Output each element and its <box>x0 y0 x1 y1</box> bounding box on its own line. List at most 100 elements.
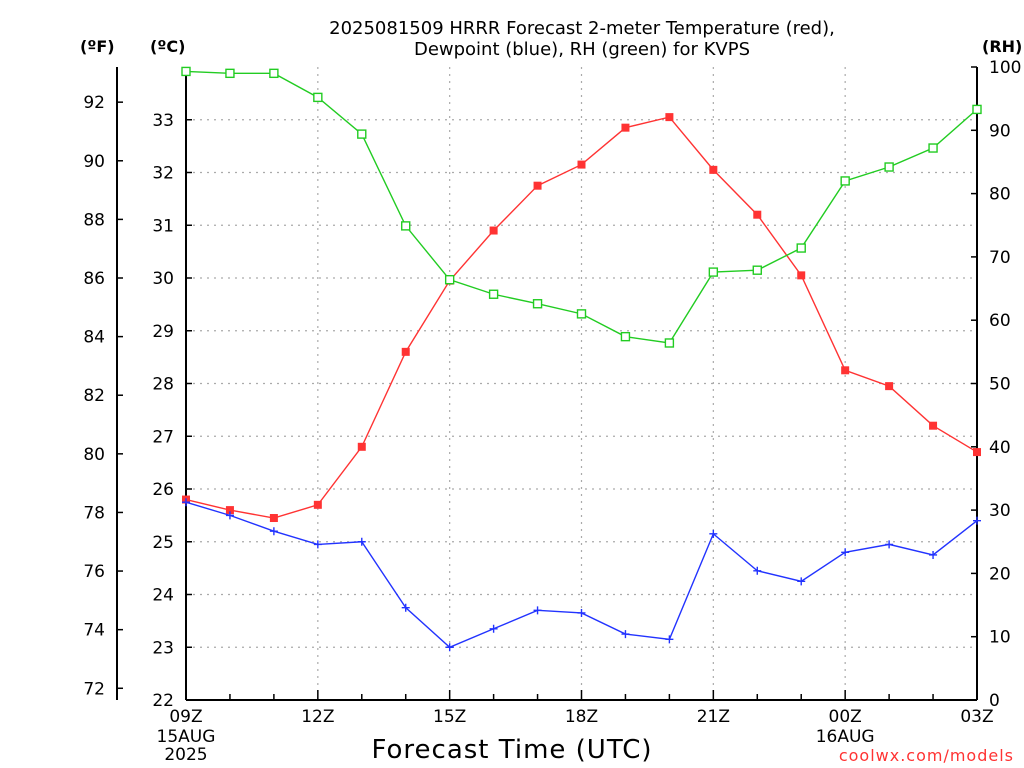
fahrenheit-tick-label: 82 <box>83 386 105 406</box>
temperature-point <box>489 226 498 235</box>
x-tick-label: 15Z <box>433 707 466 727</box>
chart-title: 2025081509 HRRR Forecast 2-meter Tempera… <box>329 18 835 60</box>
grid <box>186 67 977 700</box>
rh-point <box>313 92 323 103</box>
x-axis-title: Forecast Time (UTC) <box>371 735 652 765</box>
temperature-point <box>885 382 894 391</box>
temperature-point <box>225 506 234 515</box>
rh-point <box>488 289 499 299</box>
rh-point <box>620 331 631 342</box>
celsius-tick-label: 28 <box>152 375 174 395</box>
rh-point <box>181 66 191 77</box>
temperature-point <box>753 210 762 219</box>
dewpoint-point <box>357 537 366 546</box>
temperature-point <box>665 113 674 122</box>
x-date-label: 16AUG <box>816 727 875 747</box>
rh-point <box>532 299 543 309</box>
fahrenheit-unit-label: (ºF) <box>80 37 115 56</box>
x-tick-label: 21Z <box>697 707 730 727</box>
rh-point <box>752 265 762 275</box>
rh-point <box>269 68 279 79</box>
dewpoint-point <box>841 548 850 557</box>
temperature-point <box>973 448 981 457</box>
x-date-label: 2025 <box>164 745 207 765</box>
celsius-tick-label: 23 <box>152 638 174 658</box>
temperature-point <box>577 160 586 169</box>
dewpoint-point <box>269 527 278 536</box>
dewpoint-point <box>753 566 762 575</box>
dewpoint-point <box>885 540 894 549</box>
celsius-unit-label: (ºC) <box>150 37 185 56</box>
fahrenheit-tick-label: 76 <box>83 562 105 582</box>
temperature-point <box>841 366 850 375</box>
credit-text: coolwx.com/models <box>839 746 1014 765</box>
dewpoint-point <box>665 635 674 644</box>
fahrenheit-tick-label: 72 <box>83 679 105 699</box>
fahrenheit-tick-label: 84 <box>83 328 105 348</box>
rh-tick-label: 90 <box>989 121 1011 141</box>
rh-point <box>225 68 235 79</box>
fahrenheit-tick-label: 74 <box>83 621 105 641</box>
fahrenheit-tick-label: 78 <box>83 503 105 523</box>
fahrenheit-tick-label: 92 <box>83 93 105 113</box>
title-line-2: Dewpoint (blue), RH (green) for KVPS <box>414 39 750 60</box>
temperature-point <box>929 421 938 430</box>
dewpoint-point <box>929 550 938 559</box>
rh-point <box>576 309 587 319</box>
temperature-point <box>357 442 366 451</box>
celsius-tick-label: 25 <box>152 533 174 553</box>
rh-point <box>972 104 982 115</box>
rh-point <box>664 338 675 348</box>
rh-tick-label: 80 <box>989 185 1011 205</box>
celsius-tick-label: 24 <box>152 586 174 606</box>
fahrenheit-tick-label: 88 <box>83 210 105 230</box>
dewpoint-point <box>533 606 542 615</box>
rh-point <box>357 129 367 139</box>
rh-tick-label: 0 <box>989 691 1000 711</box>
dewpoint-point <box>797 577 806 586</box>
rh-point <box>884 162 894 172</box>
rh-unit-label: (RH) <box>982 37 1022 56</box>
dewpoint-point <box>489 624 498 633</box>
dewpoint-point <box>973 516 981 525</box>
celsius-tick-label: 29 <box>152 322 174 342</box>
series <box>181 66 982 652</box>
fahrenheit-tick-label: 90 <box>83 152 105 172</box>
rh-tick-label: 50 <box>989 375 1011 395</box>
rh-tick-label: 30 <box>989 501 1011 521</box>
x-tick-label: 18Z <box>565 707 598 727</box>
celsius-tick-label: 33 <box>152 111 174 131</box>
temperature-point <box>797 271 806 280</box>
dewpoint-point <box>709 529 718 538</box>
celsius-tick-label: 22 <box>152 691 174 711</box>
tick-labels: 22 23 24 25 26 27 28 29 30 31 32 33 72 74 76 78 80 82 84 86… <box>83 58 1021 765</box>
temperature-point <box>709 165 718 174</box>
rh-tick-label: 20 <box>989 564 1011 584</box>
celsius-tick-label: 30 <box>152 269 174 289</box>
temperature-point <box>621 123 630 132</box>
rh-point <box>796 243 806 253</box>
rh-point <box>401 221 411 231</box>
rh-tick-label: 70 <box>989 248 1011 268</box>
fahrenheit-tick-label: 86 <box>83 269 105 289</box>
title-line-1: 2025081509 HRRR Forecast 2-meter Tempera… <box>329 18 835 39</box>
rh-tick-label: 60 <box>989 311 1011 331</box>
dewpoint-point <box>225 511 234 520</box>
x-tick-label: 09Z <box>169 707 202 727</box>
rh-tick-label: 10 <box>989 628 1011 648</box>
dewpoint-point <box>445 643 454 652</box>
temperature-point <box>313 500 322 509</box>
rh-point <box>708 267 719 277</box>
x-date-label: 15AUG <box>157 727 216 747</box>
dewpoint-point <box>577 608 586 617</box>
rh-point <box>444 274 455 285</box>
dewpoint-point <box>182 498 190 507</box>
celsius-tick-label: 27 <box>152 427 174 447</box>
temperature-point <box>269 514 278 523</box>
temperature-point <box>533 181 542 190</box>
dewpoint-point <box>313 540 322 549</box>
rh-point <box>840 176 850 186</box>
fahrenheit-tick-label: 80 <box>83 445 105 465</box>
rh-point <box>928 143 938 153</box>
